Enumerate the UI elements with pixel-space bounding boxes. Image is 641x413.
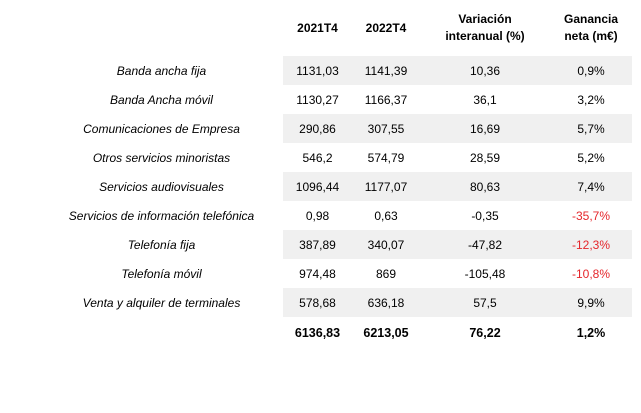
table-total-row: 6136,83 6213,05 76,22 1,2% [0, 317, 641, 348]
table-row: Banda Ancha móvil 1130,27 1166,37 36,1 3,2% [0, 85, 641, 114]
header-empty-cell [0, 0, 283, 56]
header-variacion-interanual: Variación interanual (%) [445, 12, 525, 43]
cell-variacion: 57,5 [420, 288, 550, 317]
row-label: Banda Ancha móvil [110, 92, 213, 107]
cell-variacion: 16,69 [420, 114, 550, 143]
table-row: Banda ancha fija 1131,03 1141,39 10,36 0,9% [0, 56, 641, 85]
cell-2021t4: 1130,27 [296, 92, 339, 107]
table-row: Servicios de información telefónica 0,98 0… [0, 201, 641, 230]
cell-variacion: 28,59 [469, 150, 501, 165]
cell-2022t4: 307,55 [352, 114, 420, 143]
cell-variacion: -0,35 [471, 208, 499, 223]
cell-2021t4: 1131,03 [283, 56, 352, 85]
cell-ganancia: 7,4% [550, 172, 632, 201]
cell-2022t4: 869 [375, 266, 397, 281]
cell-ganancia: 9,9% [550, 288, 632, 317]
cell-2022t4: 340,07 [352, 230, 420, 259]
row-label: Otros servicios minoristas [92, 150, 231, 165]
cell-2022t4: 636,18 [352, 288, 420, 317]
cell-2021t4: 974,48 [299, 266, 336, 281]
cell-ganancia: 0,9% [550, 56, 632, 85]
cell-ganancia: 5,2% [577, 150, 605, 165]
cell-variacion: 10,36 [420, 56, 550, 85]
cell-variacion: 36,1 [473, 92, 497, 107]
cell-2021t4: 387,89 [283, 230, 352, 259]
revenue-table: 2021T4 2022T4 Variación interanual (%) G… [0, 0, 641, 348]
row-label: Comunicaciones de Empresa [83, 121, 240, 136]
table-body: Banda ancha fija 1131,03 1141,39 10,36 0,9% B… [0, 56, 641, 317]
table-row: Venta y alquiler de terminales 578,68 636,… [0, 288, 641, 317]
cell-2022t4: 0,63 [374, 208, 398, 223]
cell-ganancia: 3,2% [577, 92, 605, 107]
table-row: Otros servicios minoristas 546,2 574,79 28,… [0, 143, 641, 172]
table-row: Telefonía móvil 974,48 869 -105,48 -10,8% [0, 259, 641, 288]
header-2022t4: 2022T4 [365, 20, 407, 35]
total-cell-2021t4: 6136,83 [294, 325, 341, 340]
row-label: Venta y alquiler de terminales [82, 295, 241, 310]
header-2021t4: 2021T4 [297, 20, 338, 35]
header-ganancia-neta: Ganancia neta (m€) [563, 12, 619, 43]
cell-2021t4: 290,86 [283, 114, 352, 143]
row-label: Servicios de información telefónica [68, 208, 255, 223]
total-label [0, 317, 283, 348]
table-row: Comunicaciones de Empresa 290,86 307,55 16,… [0, 114, 641, 143]
cell-2022t4: 1166,37 [364, 92, 408, 107]
cell-2022t4: 1141,39 [352, 56, 420, 85]
cell-2021t4: 578,68 [283, 288, 352, 317]
cell-2021t4: 0,98 [305, 208, 330, 223]
row-label: Servicios audiovisuales [99, 179, 224, 194]
row-label: Banda ancha fija [116, 63, 207, 78]
table-row: Servicios audiovisuales 1096,44 1177,07 80,… [0, 172, 641, 201]
cell-ganancia: -10,8% [571, 266, 611, 281]
cell-2022t4: 1177,07 [352, 172, 420, 201]
table-row: Telefonía fija 387,89 340,07 -47,82 -12,3% [0, 230, 641, 259]
cell-2022t4: 574,79 [367, 150, 405, 165]
row-label: Telefonía fija [127, 237, 196, 252]
cell-ganancia: 5,7% [550, 114, 632, 143]
cell-variacion: 80,63 [420, 172, 550, 201]
cell-2021t4: 1096,44 [283, 172, 352, 201]
total-cell-2022t4: 6213,05 [363, 325, 409, 340]
cell-2021t4: 546,2 [302, 150, 333, 165]
total-cell-variacion: 76,22 [469, 325, 501, 340]
cell-variacion: -105,48 [464, 266, 506, 281]
cell-ganancia: -12,3% [550, 230, 632, 259]
cell-ganancia: -35,7% [571, 208, 611, 223]
row-label: Telefonía móvil [121, 266, 202, 281]
table-header: 2021T4 2022T4 Variación interanual (%) G… [0, 0, 641, 56]
total-cell-ganancia: 1,2% [576, 325, 606, 340]
cell-variacion: -47,82 [420, 230, 550, 259]
